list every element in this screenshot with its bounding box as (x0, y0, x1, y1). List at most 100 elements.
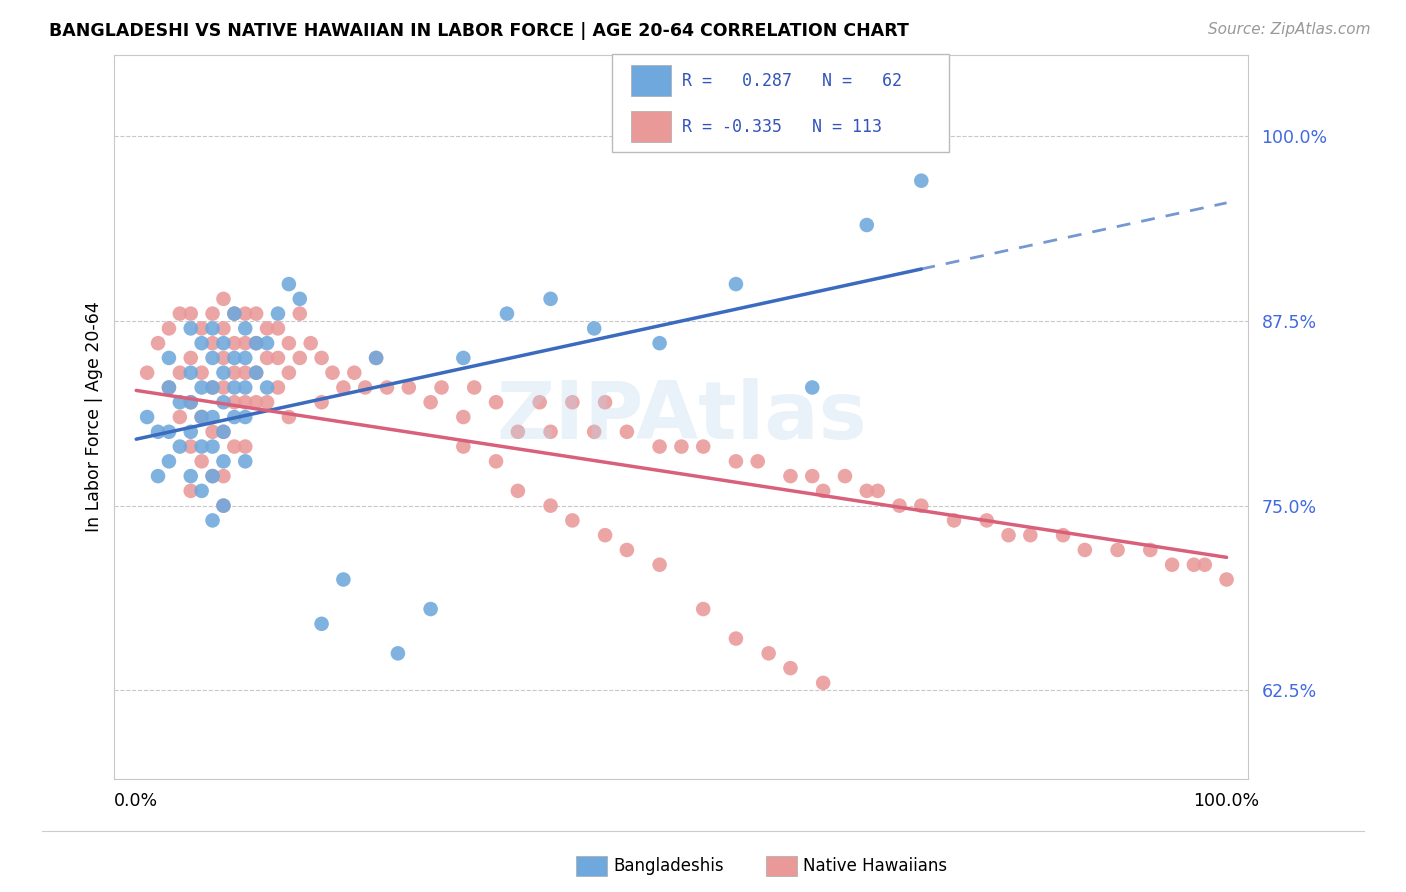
Point (561, 513, 583, 527)
Point (233, 351, 256, 365)
Point (506, 483, 529, 498)
Point (169, 307, 191, 321)
Point (212, 499, 235, 513)
Point (453, 440, 475, 454)
Point (256, 336, 278, 351)
Point (201, 380, 224, 394)
Point (616, 425, 638, 439)
Point (245, 366, 267, 380)
Point (671, 440, 693, 454)
Point (593, 395, 616, 409)
Point (485, 395, 508, 409)
Point (146, 425, 169, 439)
Point (146, 336, 169, 351)
Point (157, 351, 180, 365)
Point (256, 395, 278, 409)
Point (1107, 543, 1129, 558)
Point (256, 321, 278, 335)
Point (233, 321, 256, 335)
Point (224, 307, 246, 321)
Point (343, 366, 366, 380)
Point (224, 395, 246, 409)
Point (233, 366, 256, 380)
Point (321, 366, 343, 380)
Point (190, 410, 212, 425)
Point (277, 277, 299, 291)
Point (648, 336, 671, 351)
Point (169, 366, 191, 380)
Point (212, 425, 235, 439)
Point (256, 380, 278, 394)
Point (277, 410, 299, 425)
Text: BANGLADESHI VS NATIVE HAWAIIAN IN LABOR FORCE | AGE 20-64 CORRELATION CHART: BANGLADESHI VS NATIVE HAWAIIAN IN LABOR … (49, 22, 910, 40)
Point (233, 395, 256, 409)
Point (299, 336, 322, 351)
Point (1215, 573, 1237, 587)
Point (277, 336, 299, 351)
Point (288, 292, 311, 306)
Point (583, 425, 606, 439)
Point (157, 380, 180, 394)
Point (180, 307, 202, 321)
Point (311, 351, 333, 365)
Point (419, 395, 441, 409)
Point (1139, 543, 1161, 558)
Point (157, 425, 180, 439)
Point (157, 454, 180, 468)
Point (354, 380, 377, 394)
Point (1019, 528, 1042, 542)
Point (583, 321, 606, 335)
Point (201, 513, 224, 527)
Point (747, 454, 769, 468)
Point (540, 499, 562, 513)
Point (616, 543, 638, 558)
Text: Native Hawaiians: Native Hawaiians (803, 857, 948, 875)
Point (430, 380, 453, 394)
Point (834, 469, 856, 483)
Point (245, 395, 267, 409)
Point (288, 351, 311, 365)
Point (496, 307, 519, 321)
Point (201, 469, 224, 483)
Point (801, 469, 824, 483)
Point (212, 292, 235, 306)
Point (212, 380, 235, 394)
Point (758, 646, 780, 660)
Point (561, 395, 583, 409)
Point (212, 351, 235, 365)
Point (288, 307, 311, 321)
Point (910, 174, 932, 188)
Point (146, 469, 169, 483)
Point (540, 425, 562, 439)
Point (332, 380, 354, 394)
Point (212, 454, 235, 468)
Point (169, 410, 191, 425)
Point (779, 469, 801, 483)
Point (245, 336, 267, 351)
Point (267, 351, 290, 365)
Point (1074, 543, 1097, 558)
Point (256, 351, 278, 365)
Point (180, 425, 202, 439)
Point (212, 321, 235, 335)
Point (724, 632, 747, 646)
Point (190, 321, 212, 335)
Point (997, 528, 1019, 542)
Point (245, 366, 267, 380)
Text: ZIPAtlas: ZIPAtlas (496, 378, 866, 456)
Point (267, 380, 290, 394)
Point (180, 366, 202, 380)
Point (201, 469, 224, 483)
Point (1052, 528, 1074, 542)
Point (593, 528, 616, 542)
Point (267, 321, 290, 335)
Text: R =   0.287   N =   62: R = 0.287 N = 62 (682, 71, 901, 89)
Point (311, 616, 333, 631)
Point (136, 410, 159, 425)
Point (190, 336, 212, 351)
Point (190, 483, 212, 498)
Point (485, 454, 508, 468)
Point (398, 380, 420, 394)
Point (201, 336, 224, 351)
Point (1161, 558, 1184, 572)
